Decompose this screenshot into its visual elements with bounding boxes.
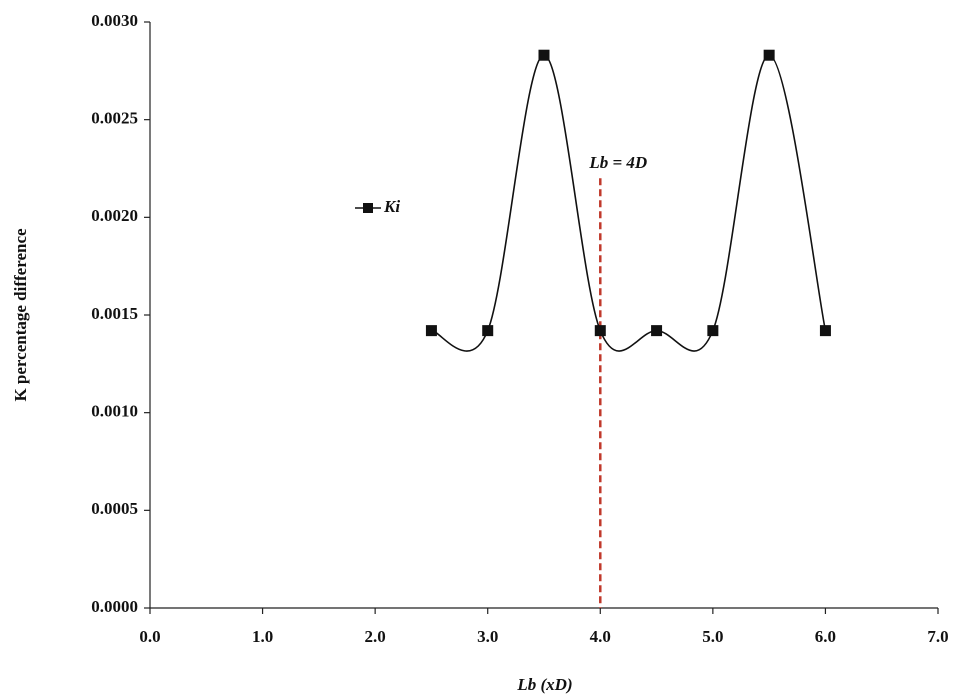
marker [425,325,437,337]
reference-label: Lb = 4D [588,153,647,172]
x-tick-label: 1.0 [252,627,273,646]
marker [763,49,775,61]
marker [707,325,719,337]
marker [538,49,550,61]
marker [594,325,606,337]
marker [819,325,831,337]
x-tick-label: 7.0 [927,627,948,646]
marker [482,325,494,337]
x-tick-label: 3.0 [477,627,498,646]
x-axis-label: Lb (xD) [516,675,572,694]
y-tick-label: 0.0030 [91,11,138,30]
x-tick-label: 0.0 [139,627,160,646]
y-tick-label: 0.0005 [91,499,138,518]
legend-marker [363,203,373,213]
y-tick-label: 0.0015 [91,304,138,323]
y-tick-label: 0.0000 [91,597,138,616]
x-tick-label: 4.0 [590,627,611,646]
y-tick-label: 0.0025 [91,109,138,128]
y-axis-label: K percentage difference [11,228,30,402]
legend-label: Ki [383,197,400,216]
marker [651,325,663,337]
x-tick-label: 2.0 [365,627,386,646]
x-tick-label: 5.0 [702,627,723,646]
series-line [431,54,827,352]
x-tick-label: 6.0 [815,627,836,646]
y-tick-label: 0.0010 [91,402,138,421]
y-tick-label: 0.0020 [91,206,138,225]
